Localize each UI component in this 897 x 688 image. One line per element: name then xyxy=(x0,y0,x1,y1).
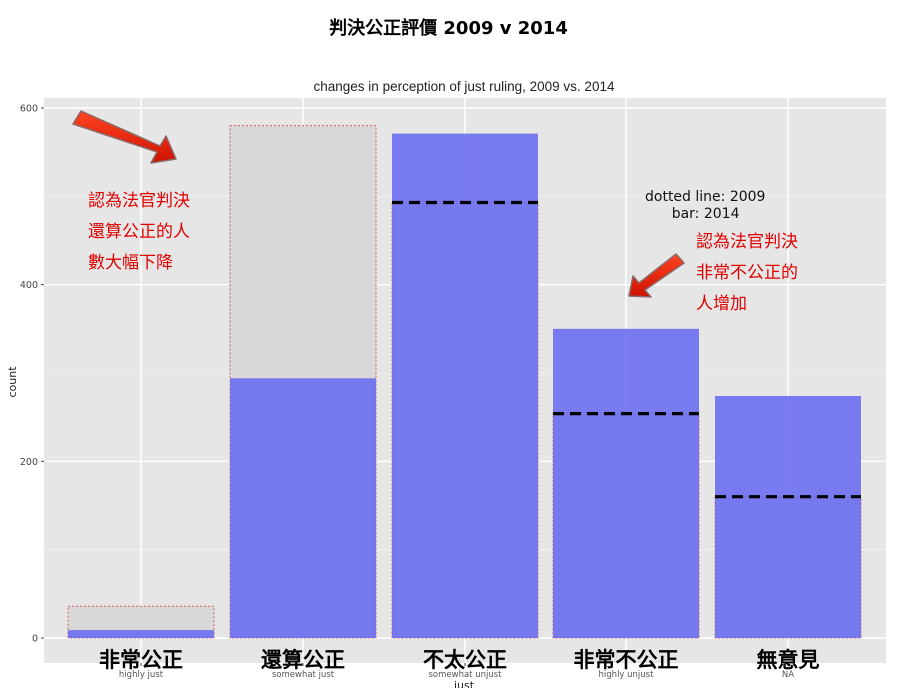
x-tick-label: somewhat unjust xyxy=(428,670,502,680)
annotation-right-note: 認為法官判決 非常不公正的 人增加 xyxy=(696,232,798,314)
y-axis-label: count xyxy=(6,366,19,398)
page-title: 判決公正評價 2009 v 2014 xyxy=(329,18,568,39)
category-label-zh: 不太公正 xyxy=(423,648,507,672)
series-2014 xyxy=(68,133,861,638)
bar-2014-1 xyxy=(230,378,376,638)
dashed-markers xyxy=(392,200,861,499)
x-tick-label: highly just xyxy=(119,670,164,680)
category-label-zh: 無意見 xyxy=(757,648,820,672)
y-tick-label: 400 xyxy=(20,280,38,291)
annotation-legend-note: dotted line: 2009 bar: 2014 xyxy=(645,189,766,222)
y-tick-label: 600 xyxy=(20,104,38,115)
bar-2014-0 xyxy=(68,630,214,638)
chart-title: changes in perception of just ruling, 20… xyxy=(314,79,615,94)
y-tick-label: 200 xyxy=(20,457,38,468)
y-tick-label: 0 xyxy=(32,634,38,645)
category-label-zh: 非常不公正 xyxy=(574,648,679,672)
category-label-zh: 還算公正 xyxy=(261,648,345,672)
category-label-zh: 非常公正 xyxy=(99,648,183,672)
bar-2014-2 xyxy=(392,133,538,638)
bar-2014-3 xyxy=(553,328,699,638)
bar-2014-4 xyxy=(715,395,861,638)
x-axis-label: just xyxy=(453,679,475,688)
x-tick-label: highly unjust xyxy=(599,670,655,680)
x-tick-label: NA xyxy=(782,670,794,680)
annotation-left-note: 認為法官判決 還算公正的人 數大幅下降 xyxy=(88,191,190,273)
arrow-left-icon xyxy=(72,110,177,164)
arrow-right-icon xyxy=(628,253,685,298)
x-tick-label: somewhat just xyxy=(272,670,335,680)
